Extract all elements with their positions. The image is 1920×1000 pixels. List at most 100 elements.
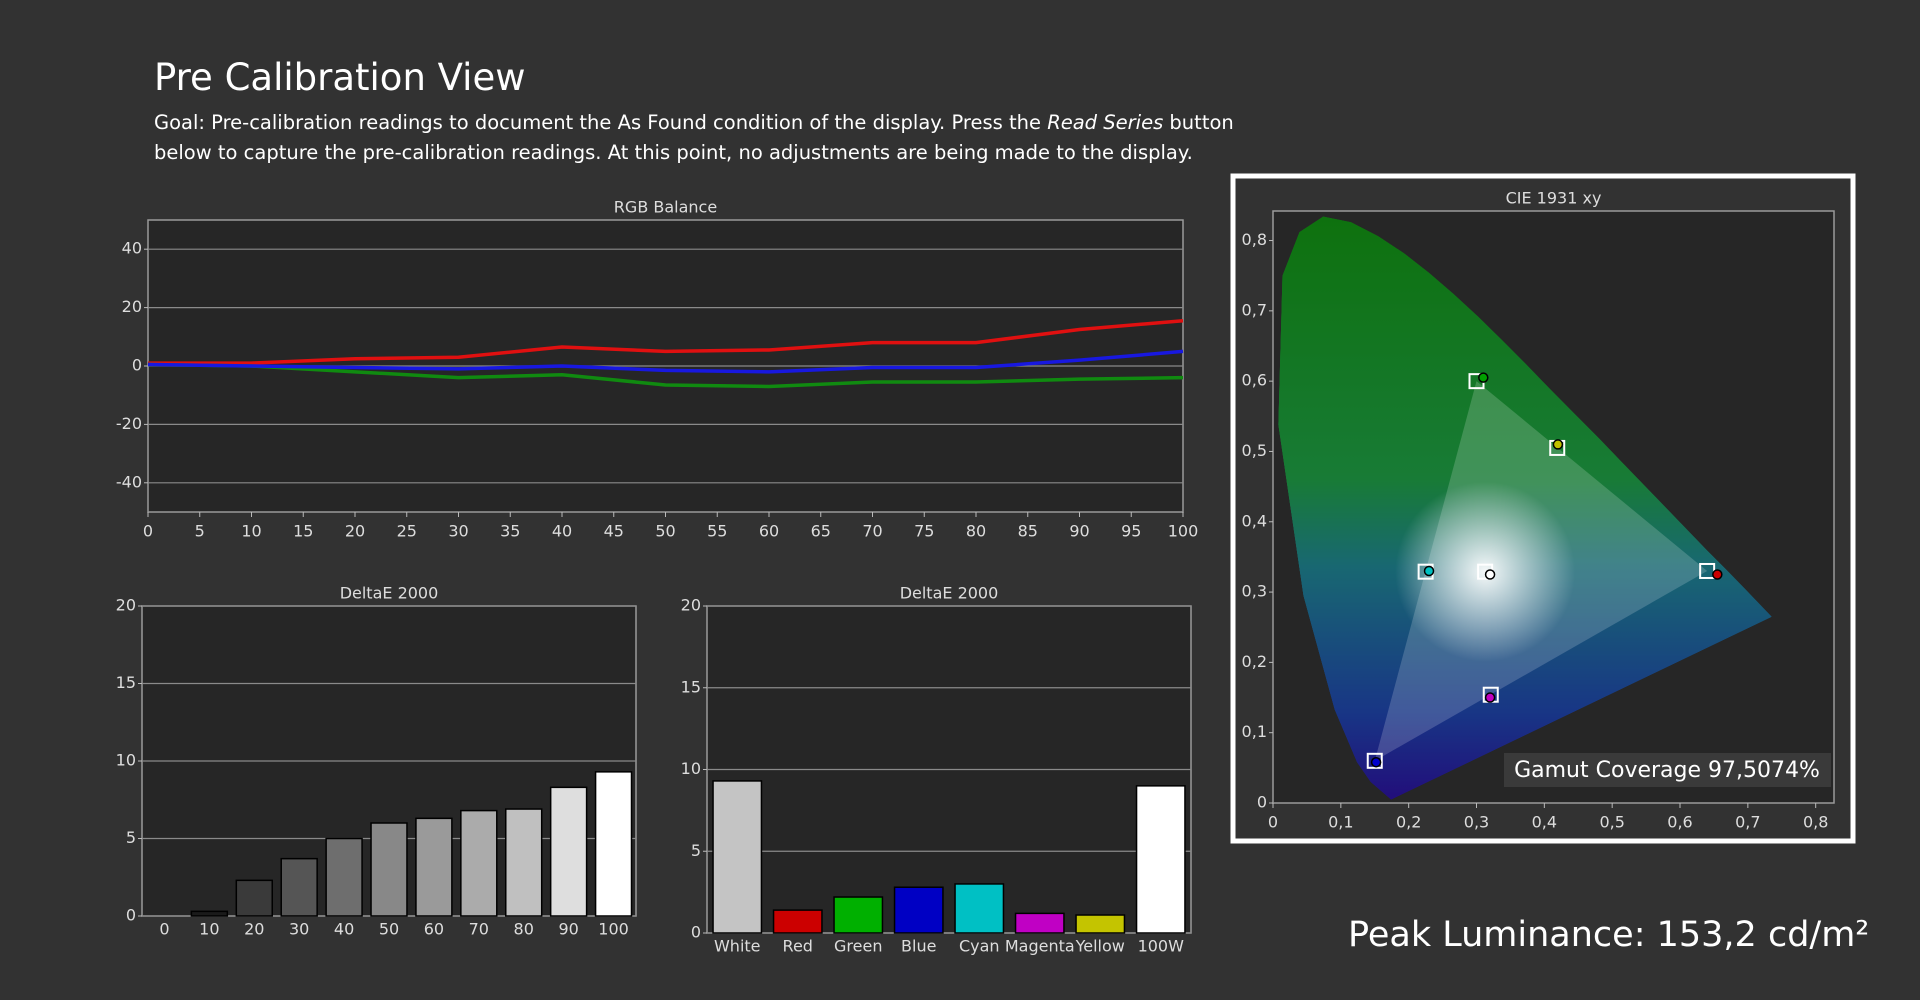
x-tick-label: 45 (604, 522, 624, 541)
goal-text-part: Goal: Pre-calibration readings to docume… (154, 111, 1048, 134)
x-tick-label: 10 (199, 920, 219, 939)
x-tick-label: 0 (1268, 813, 1278, 832)
bar (954, 883, 1005, 934)
line-series (147, 362, 1184, 389)
line-series (147, 349, 1184, 374)
y-tick-label: 0,6 (1242, 371, 1267, 390)
chart-title: RGB Balance (614, 198, 717, 217)
y-tick-label: 0,4 (1242, 511, 1267, 530)
y-tick-label: 0,7 (1242, 300, 1267, 319)
chart-title: CIE 1931 xy (1506, 189, 1602, 208)
bar (415, 817, 453, 917)
x-tick-label: 50 (655, 522, 675, 541)
y-tick-label: 40 (122, 239, 142, 258)
target-point (1366, 752, 1383, 769)
x-tick-label: Magenta (1005, 937, 1075, 956)
bar (370, 822, 408, 917)
x-tick-label: 100W (1138, 937, 1185, 956)
x-tick-label: 85 (1018, 522, 1038, 541)
y-tick-label: 10 (116, 751, 136, 770)
measured-point (1484, 569, 1496, 580)
x-tick-label: 10 (241, 522, 261, 541)
measured-point (1552, 439, 1564, 450)
bar (712, 780, 763, 934)
bar (549, 786, 588, 917)
x-tick-label: 90 (1069, 522, 1089, 541)
x-tick-label: 5 (195, 522, 205, 541)
x-tick-label: 0,5 (1599, 813, 1624, 832)
x-tick-label: 0,8 (1803, 813, 1828, 832)
page-title: Pre Calibration View (154, 56, 526, 99)
y-tick-label: -20 (116, 414, 142, 433)
chart-marks: RGB Balance -40 -20 0 20 40 0 5 10 15 20 25 30 35 40 45… (116, 189, 1831, 956)
x-tick-label: 0,6 (1667, 813, 1692, 832)
goal-text-part: button below to capture the pre-calibrat… (154, 111, 1234, 164)
measured-point (1478, 372, 1489, 383)
x-tick-label: Red (783, 937, 813, 956)
bar (893, 886, 944, 934)
bar (1135, 785, 1186, 934)
cie-panel-border (1230, 173, 1856, 844)
bar (325, 837, 363, 917)
x-tick-label: 20 (244, 920, 264, 939)
line-series (148, 318, 1184, 365)
measured-point (1484, 692, 1496, 703)
x-tick-label: 95 (1121, 522, 1141, 541)
x-tick-label: 65 (811, 522, 831, 541)
y-tick-label: 20 (116, 596, 136, 615)
x-tick-label: 0 (143, 522, 153, 541)
x-tick-label: 100 (1168, 522, 1199, 541)
x-tick-label: 60 (759, 522, 779, 541)
bar (280, 857, 318, 917)
y-tick-label: 10 (681, 759, 701, 778)
x-tick-label: 80 (514, 920, 534, 939)
x-tick-label: 25 (397, 522, 417, 541)
x-tick-label: 55 (707, 522, 727, 541)
bar (594, 771, 633, 917)
chart-title: DeltaE 2000 (340, 584, 439, 603)
x-tick-label: 30 (289, 920, 309, 939)
x-tick-label: 70 (862, 522, 882, 541)
x-tick-label: 40 (552, 522, 572, 541)
x-tick-label: 35 (500, 522, 520, 541)
x-tick-label: 0,1 (1328, 813, 1353, 832)
goal-text: Goal: Pre-calibration readings to docume… (154, 108, 1284, 168)
annotation-box (1504, 753, 1831, 787)
bar (235, 879, 273, 917)
x-tick-label: 0,7 (1735, 813, 1760, 832)
y-tick-label: 0,8 (1242, 230, 1267, 249)
x-tick-label: Yellow (1075, 937, 1125, 956)
x-tick-label: 50 (379, 920, 399, 939)
y-tick-label: 0 (126, 906, 136, 925)
y-tick-label: 0,5 (1242, 441, 1267, 460)
y-tick-label: 0 (1257, 793, 1267, 812)
y-tick-label: 20 (681, 596, 701, 615)
bar (1014, 912, 1065, 934)
x-tick-label: 15 (293, 522, 313, 541)
measured-point (1712, 569, 1723, 580)
x-tick-label: 70 (469, 920, 489, 939)
x-tick-label: 40 (334, 920, 354, 939)
y-tick-label: 0,2 (1242, 652, 1267, 671)
bar (505, 808, 543, 917)
y-tick-label: 0,1 (1242, 722, 1267, 741)
x-tick-label: White (714, 937, 761, 956)
y-tick-label: 5 (126, 828, 136, 847)
y-tick-label: 15 (681, 677, 701, 696)
x-tick-label: 80 (966, 522, 986, 541)
x-tick-label: 20 (345, 522, 365, 541)
goal-emphasis: Read Series (1047, 111, 1164, 134)
gamut-coverage: Gamut Coverage 97,5074% (1514, 758, 1820, 783)
bar (772, 909, 823, 934)
x-tick-label: 30 (448, 522, 468, 541)
x-tick-label: 100 (598, 920, 629, 939)
chart-title: DeltaE 2000 (900, 584, 999, 603)
y-tick-label: 0,3 (1242, 582, 1267, 601)
x-tick-label: 0 (159, 920, 169, 939)
x-tick-label: Blue (901, 937, 936, 956)
x-tick-label: 75 (914, 522, 934, 541)
bar (1075, 914, 1126, 934)
bar (833, 896, 884, 934)
